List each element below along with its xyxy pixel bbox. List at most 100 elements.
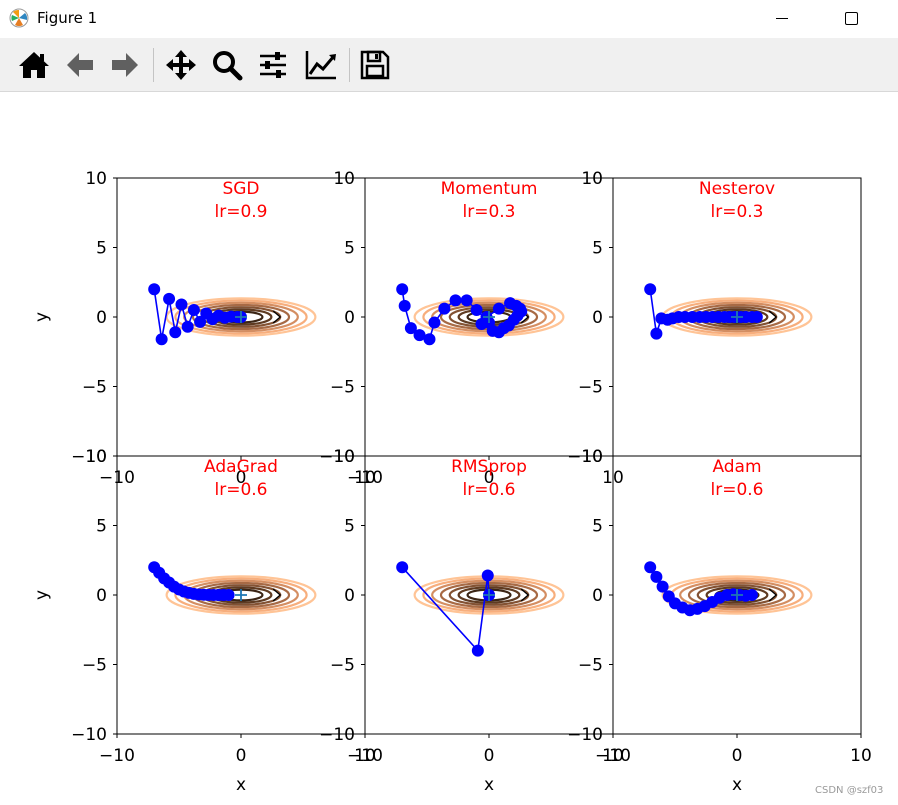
subplot-lr: lr=0.3 — [711, 202, 764, 222]
path-point — [745, 589, 758, 601]
plot-area — [148, 283, 317, 346]
y-tick-label: 5 — [96, 517, 107, 537]
y-tick-label: −10 — [319, 447, 355, 467]
subplot-lr: lr=0.3 — [463, 202, 516, 222]
y-tick-label: 0 — [344, 308, 355, 328]
forward-arrow-icon — [112, 53, 138, 77]
title-bar: Figure 1 — [0, 0, 898, 38]
x-tick-label: −10 — [347, 746, 383, 766]
toolbar-separator — [349, 48, 350, 82]
path-point — [428, 316, 441, 329]
contour-level — [413, 297, 565, 337]
subplots-button[interactable] — [254, 46, 292, 84]
window-title: Figure 1 — [37, 9, 98, 27]
y-tick-label: −10 — [567, 725, 603, 745]
path-point — [396, 283, 409, 296]
path-point — [644, 283, 657, 296]
path-point — [460, 294, 473, 307]
y-tick-label: 0 — [96, 586, 107, 606]
subplot-lr: lr=0.6 — [215, 480, 268, 500]
optimum-marker — [483, 589, 495, 601]
path-point — [169, 326, 182, 339]
contour-level — [191, 303, 291, 331]
subplot-momentum: Momentum lr=0.3 10 5 0 −5 −10 −10 0 10 — [319, 169, 624, 488]
contour-arrow — [272, 588, 282, 602]
optimum-marker — [483, 311, 495, 323]
zoom-icon — [213, 51, 243, 81]
path-point — [650, 570, 663, 583]
minimize-button[interactable] — [763, 0, 801, 38]
path-point — [475, 317, 488, 330]
plot-area — [644, 283, 813, 340]
y-tick-label: −10 — [319, 725, 355, 745]
x-tick-label: 0 — [484, 468, 495, 488]
y-tick-label: 0 — [592, 308, 603, 328]
path-point — [155, 333, 168, 346]
forward-button[interactable] — [106, 46, 144, 84]
y-tick-label: 5 — [344, 517, 355, 537]
contour-level — [679, 579, 795, 611]
path-line — [401, 566, 490, 653]
path-point — [470, 304, 483, 317]
y-tick-label: −10 — [567, 447, 603, 467]
x-tick-label: 10 — [354, 746, 376, 766]
y-tick-label: 10 — [333, 447, 355, 467]
optimum-marker — [235, 311, 247, 323]
y-tick-label: 10 — [581, 447, 603, 467]
contour-arrow — [768, 310, 778, 324]
x-tick-label: 0 — [236, 468, 247, 488]
y-tick-label: 5 — [96, 239, 107, 259]
path-point — [163, 292, 176, 305]
x-tick-label: 0 — [236, 746, 247, 766]
path-point — [181, 320, 194, 333]
subplot-title: AdaGrad — [204, 457, 278, 477]
y-tick-label: 10 — [85, 447, 107, 467]
watermark: CSDN @szf03 — [815, 785, 884, 796]
contour-level — [174, 577, 308, 613]
path-point — [413, 329, 426, 342]
path-point — [481, 569, 494, 582]
figure-canvas[interactable]: SGD lr=0.9 10 5 0 −5 −10 −10 0 10 y Momentum lr=0.3 1… — [0, 92, 898, 805]
contour-level — [687, 581, 787, 609]
zoom-button[interactable] — [208, 46, 246, 84]
plot-area — [148, 561, 317, 615]
maximize-button[interactable] — [833, 0, 871, 38]
path-point — [222, 589, 235, 601]
save-button[interactable] — [356, 46, 394, 84]
customize-button[interactable] — [301, 46, 339, 84]
home-icon — [19, 52, 49, 78]
back-arrow-icon — [67, 53, 93, 77]
y-tick-label: 5 — [592, 239, 603, 259]
contour-arrow — [272, 310, 282, 324]
path-point — [404, 322, 417, 335]
path-point — [187, 304, 200, 317]
x-tick-label: −10 — [595, 746, 631, 766]
path-point — [438, 302, 451, 315]
contour-level — [165, 575, 317, 615]
subplot-nesterov: Nesterov lr=0.3 10 5 0 −5 −10 — [567, 169, 862, 467]
plot-area — [644, 561, 813, 617]
path-point — [486, 324, 499, 337]
contour-arrow — [520, 588, 530, 602]
path-point — [175, 298, 188, 311]
toolbar-separator — [153, 48, 154, 82]
path-point — [507, 313, 520, 326]
y-axis-label: y — [32, 590, 52, 600]
save-icon — [360, 50, 390, 80]
subplot-title: SGD — [222, 179, 259, 199]
x-tick-label: 10 — [602, 746, 624, 766]
pan-button[interactable] — [162, 46, 200, 84]
path-point — [656, 580, 669, 593]
home-button[interactable] — [15, 46, 53, 84]
x-tick-label: 0 — [484, 746, 495, 766]
path-point — [398, 299, 411, 312]
path-point — [194, 315, 207, 328]
y-tick-label: −10 — [71, 725, 107, 745]
back-button[interactable] — [61, 46, 99, 84]
x-axis-label: x — [484, 775, 494, 795]
y-tick-label: −5 — [578, 656, 603, 676]
contour-level — [661, 575, 813, 615]
minimize-icon — [776, 18, 788, 19]
